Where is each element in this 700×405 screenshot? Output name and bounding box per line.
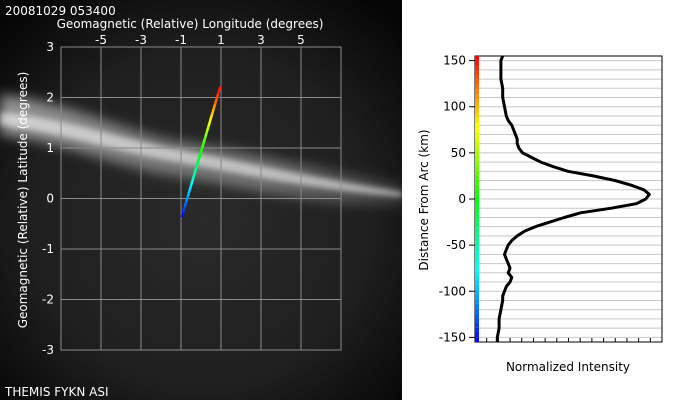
map-x-tick-label: 3: [257, 33, 265, 47]
intensity-profile-chart: 150 100 50 0 -50 -100 -150 Distance From Arc (…: [417, 54, 663, 374]
map-x-tick-label: 1: [217, 33, 225, 47]
map-y-tick-label: -3: [42, 343, 54, 357]
profile-y-tick-label: 50: [451, 146, 466, 160]
asi-image-panel: -5 -3 -1 1 3 5 3 2 1 0 -1 -2 -3 20081029 053400 Geom…: [0, 0, 402, 400]
map-x-tick-label: 5: [297, 33, 305, 47]
profile-y-tick-label: 0: [458, 192, 466, 206]
map-x-tick-label: -5: [95, 33, 107, 47]
map-grid: [60, 46, 342, 351]
map-y-tick-label: 3: [46, 40, 54, 54]
asi-map-chart: -5 -3 -1 1 3 5 3 2 1 0 -1 -2 -3 20081029 053400 Geom…: [0, 0, 402, 400]
map-x-tick-label: -1: [175, 33, 187, 47]
intensity-profile-series: [495, 55, 651, 342]
profile-y-axis-title: Distance From Arc (km): [417, 129, 431, 270]
profile-y-tick-label: 100: [443, 100, 466, 114]
station-caption: THEMIS FYKN ASI: [4, 385, 109, 399]
map-y-tick-label: -2: [42, 293, 54, 307]
profile-grid: [469, 55, 663, 343]
map-y-tick-label: 0: [46, 192, 54, 206]
map-tick-labels: -5 -3 -1 1 3 5 3 2 1 0 -1 -2 -3: [42, 33, 305, 357]
scan-track: [180, 86, 222, 218]
profile-y-tick-label: -50: [446, 238, 466, 252]
profile-y-tick-label: -150: [439, 330, 466, 344]
map-x-axis-title: Geomagnetic (Relative) Longitude (degree…: [57, 17, 324, 31]
profile-tick-labels: 150 100 50 0 -50 -100 -150: [439, 54, 466, 345]
map-y-axis-title: Geomagnetic (Relative) Latitude (degrees…: [16, 72, 30, 329]
profile-y-tick-label: -100: [439, 284, 466, 298]
timestamp-label: 20081029 053400: [5, 4, 116, 18]
profile-panel: 150 100 50 0 -50 -100 -150 Distance From Arc (…: [402, 0, 700, 400]
profile-line: [495, 55, 651, 342]
map-y-tick-label: 1: [46, 141, 54, 155]
map-x-tick-label: -3: [135, 33, 147, 47]
map-y-tick-label: -1: [42, 242, 54, 256]
profile-x-axis-title: Normalized Intensity: [506, 360, 630, 374]
profile-y-tick-label: 150: [443, 54, 466, 68]
map-y-tick-label: 2: [46, 91, 54, 105]
scan-track-segment: [217, 86, 222, 95]
